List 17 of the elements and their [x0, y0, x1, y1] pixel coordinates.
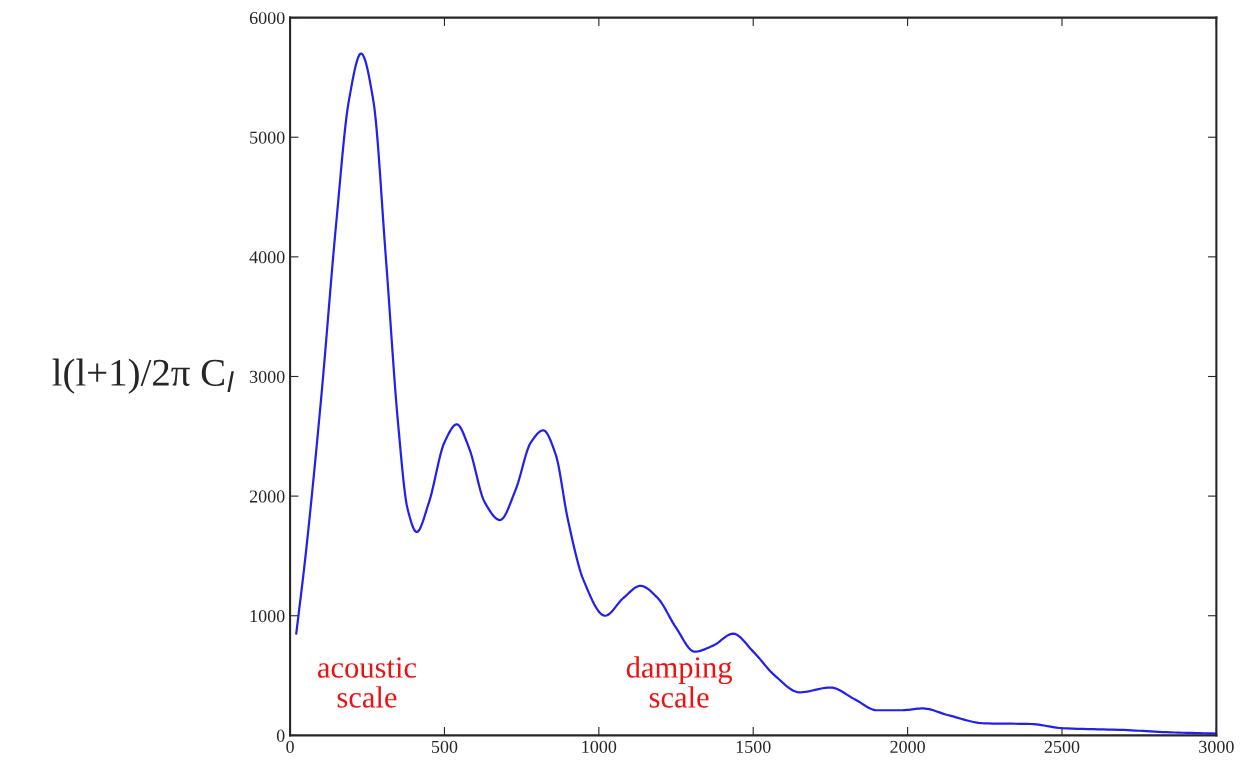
y-axis-title: l(l+1)/2π C$_{l}$ [52, 358, 234, 394]
y-tick-label: 2000 [249, 490, 285, 503]
y-tick-label: 4000 [249, 251, 285, 264]
x-tick-label: 2000 [890, 740, 925, 753]
x-tick-label: 1500 [736, 740, 771, 753]
annotation: damping scale [626, 656, 732, 708]
y-tick-label: 1000 [250, 609, 285, 623]
x-tick-label: 3000 [1199, 740, 1234, 753]
y-tick-label: 0 [276, 729, 285, 742]
x-tick-label: 0 [286, 740, 294, 753]
x-tick-label: 500 [431, 740, 458, 753]
y-tick-label: 6000 [249, 11, 285, 25]
annotation: acoustic scale [317, 657, 417, 708]
x-tick-label: 1000 [582, 740, 617, 753]
y-tick-label: 3000 [249, 370, 285, 383]
x-tick-label: 2500 [1044, 740, 1080, 753]
y-tick-label: 5000 [250, 131, 285, 144]
